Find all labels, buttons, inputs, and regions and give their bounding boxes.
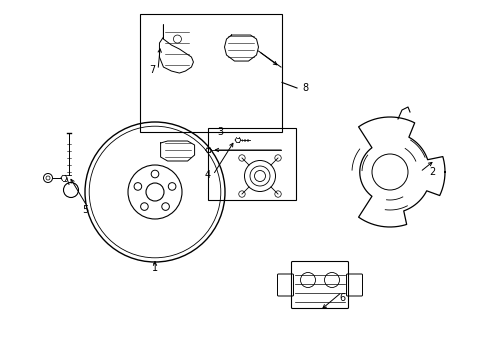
Text: 1: 1 (152, 263, 158, 273)
Text: 8: 8 (301, 83, 307, 93)
Bar (140, 14, 282, 132)
Text: 3: 3 (217, 127, 223, 137)
Text: 7: 7 (148, 65, 155, 75)
Bar (207, 128, 295, 200)
Text: 2: 2 (428, 167, 434, 177)
Circle shape (146, 183, 163, 201)
Text: 6: 6 (338, 293, 345, 303)
Text: 4: 4 (204, 170, 211, 180)
Text: 5: 5 (81, 205, 88, 215)
